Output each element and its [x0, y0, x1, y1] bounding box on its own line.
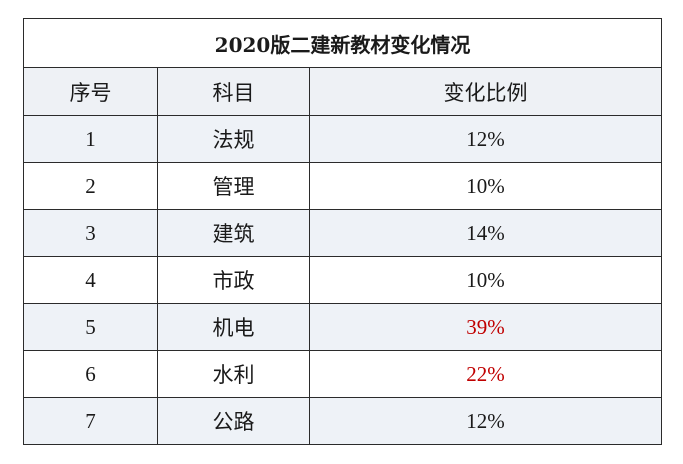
header-change-ratio: 变化比例	[308, 67, 663, 116]
change-table: 2020版二建新教材变化情况 序号 科目 变化比例 1 法规 12% 2 管理 10% 3 建…	[22, 18, 663, 445]
row-index: 5	[23, 303, 158, 351]
header-index: 序号	[23, 67, 158, 116]
table-title-row: 2020版二建新教材变化情况	[22, 18, 663, 68]
row-change-ratio: 10%	[308, 256, 663, 304]
table-row: 6 水利 22%	[23, 350, 663, 398]
table-row: 2 管理 10%	[23, 162, 663, 210]
row-change-ratio: 10%	[308, 162, 663, 210]
table-row: 5 机电 39%	[23, 303, 663, 351]
header-subject: 科目	[157, 67, 310, 116]
row-subject: 机电	[157, 303, 310, 351]
row-index: 3	[23, 209, 158, 257]
row-index: 2	[23, 162, 158, 210]
table-row: 3 建筑 14%	[23, 209, 663, 257]
row-change-ratio: 39%	[308, 303, 663, 351]
row-index: 7	[23, 397, 158, 445]
row-subject: 管理	[157, 162, 310, 210]
row-change-ratio: 12%	[308, 115, 663, 163]
row-subject: 市政	[157, 256, 310, 304]
row-subject: 建筑	[157, 209, 310, 257]
row-subject: 公路	[157, 397, 310, 445]
row-subject: 水利	[157, 350, 310, 398]
table-row: 1 法规 12%	[23, 115, 663, 163]
table-title: 2020版二建新教材变化情况	[22, 18, 663, 68]
row-index: 6	[23, 350, 158, 398]
table-header-row: 序号 科目 变化比例	[23, 67, 663, 116]
table-row: 4 市政 10%	[23, 256, 663, 304]
row-subject: 法规	[157, 115, 310, 163]
row-change-ratio: 14%	[308, 209, 663, 257]
row-change-ratio: 12%	[308, 397, 663, 445]
row-index: 1	[23, 115, 158, 163]
row-index: 4	[23, 256, 158, 304]
table-row: 7 公路 12%	[23, 397, 663, 445]
row-change-ratio: 22%	[308, 350, 663, 398]
